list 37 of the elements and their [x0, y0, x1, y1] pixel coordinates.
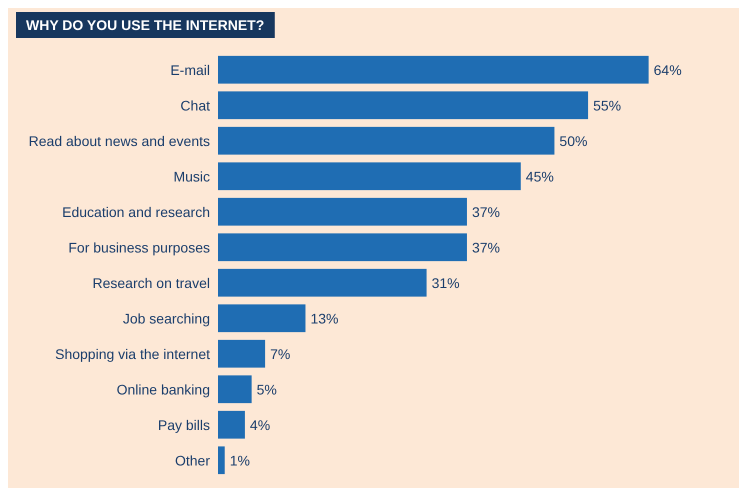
data-label: 31%	[432, 274, 460, 291]
bar	[218, 446, 225, 474]
y-tick-label: Shopping via the internet	[55, 346, 210, 362]
bar	[218, 56, 649, 84]
y-tick-label: For business purposes	[68, 239, 210, 256]
y-tick-label: Other	[174, 452, 210, 468]
y-tick-label: Read about news and events	[28, 132, 210, 149]
y-tick-label: E-mail	[170, 62, 210, 78]
bar	[218, 304, 306, 332]
y-tick-label: Research on travel	[92, 274, 210, 291]
y-tick-label: Pay bills	[158, 416, 210, 433]
data-label: 45%	[526, 168, 554, 184]
data-label: 1%	[230, 452, 250, 468]
bar	[218, 162, 521, 190]
bar	[218, 126, 554, 155]
data-label: 5%	[256, 381, 277, 398]
bar	[218, 198, 467, 226]
data-label: 64%	[654, 62, 682, 78]
bar	[218, 233, 467, 262]
bar	[218, 268, 427, 297]
y-tick-label: Music	[173, 168, 210, 184]
data-label: 13%	[310, 310, 339, 326]
y-tick-label: Online banking	[116, 381, 210, 398]
bar	[218, 340, 266, 368]
y-tick-label: Education and research	[62, 204, 210, 220]
bar	[218, 375, 252, 404]
data-label: 55%	[593, 97, 622, 114]
data-label: 37%	[472, 204, 500, 220]
bar	[218, 410, 245, 439]
data-label: 7%	[270, 346, 290, 362]
data-label: 4%	[250, 416, 270, 433]
data-label: 50%	[559, 132, 588, 149]
y-tick-label: Job searching	[122, 310, 210, 326]
chart-title: WHY DO YOU USE THE INTERNET?	[26, 17, 264, 33]
y-tick-label: Chat	[180, 97, 210, 114]
bar	[218, 91, 588, 120]
data-label: 37%	[472, 239, 500, 256]
